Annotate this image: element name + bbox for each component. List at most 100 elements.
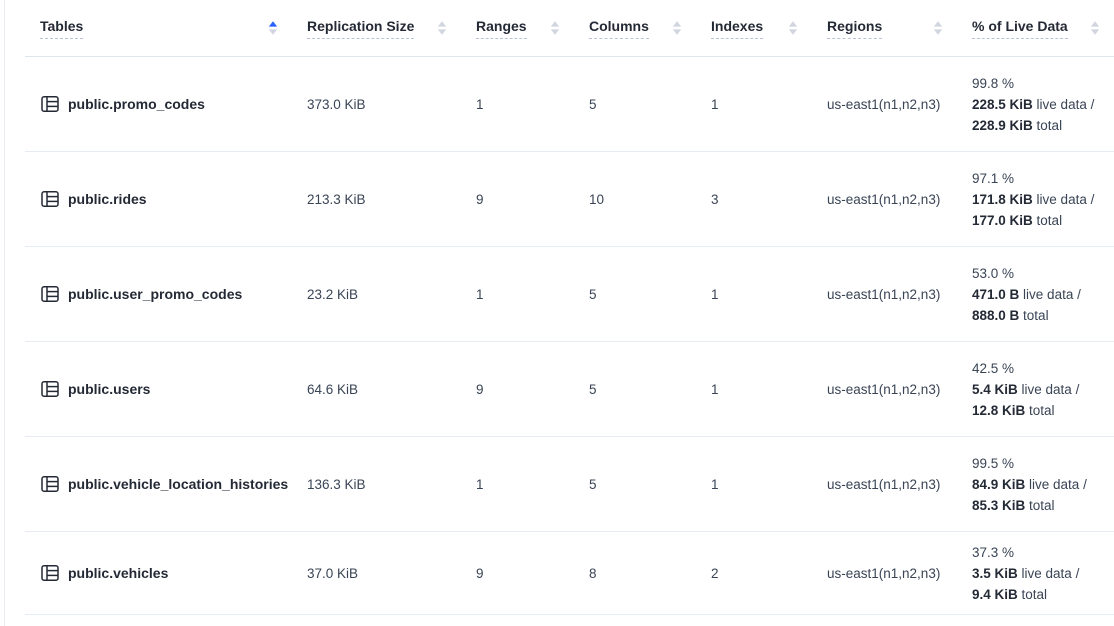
column-header-label: Replication Size [307,18,415,39]
regions-cell: us-east1(n1,n2,n3) [827,191,941,207]
table-row[interactable]: public.vehicle_location_histories 136.3 … [25,437,1114,532]
live-data-size: 84.9 KiB live data / [972,476,1087,492]
live-data-size: 5.4 KiB live data / [972,381,1080,397]
live-data-percent: 53.0 % [972,265,1015,281]
table-name-cell[interactable]: public.promo_codes [25,94,292,114]
column-header-tables[interactable]: Tables [25,0,292,56]
column-header-label: Regions [827,18,883,39]
regions-cell: us-east1(n1,n2,n3) [827,476,941,492]
live-data-percent: 99.5 % [972,455,1015,471]
indexes-cell: 1 [711,96,719,112]
live-data-size: 171.8 KiB live data / [972,191,1095,207]
database-tables-page: Tables Replication Size Ranges Columns [4,0,1114,626]
table-row[interactable]: public.promo_codes 373.0 KiB 1 5 1 us-ea… [25,57,1114,152]
live-data-percent: 37.3 % [972,544,1015,560]
tables-list-table: Tables Replication Size Ranges Columns [25,0,1114,615]
live-data-percent: 97.1 % [972,170,1015,186]
column-header-columns[interactable]: Columns [574,0,696,56]
columns-cell: 10 [589,191,605,207]
regions-cell: us-east1(n1,n2,n3) [827,381,941,397]
table-name-link[interactable]: public.vehicles [68,565,169,581]
live-data-cell: 53.0 % 471.0 B live data / 888.0 B total [957,263,1114,326]
sort-arrows-icon[interactable] [437,20,447,36]
table-name-link[interactable]: public.user_promo_codes [68,286,243,302]
ranges-cell: 1 [476,286,484,302]
table-name-link[interactable]: public.rides [68,191,147,207]
columns-cell: 5 [589,286,597,302]
live-data-cell: 99.5 % 84.9 KiB live data / 85.3 KiB tot… [957,453,1114,516]
total-data-size: 85.3 KiB total [972,497,1055,513]
indexes-cell: 1 [711,476,719,492]
total-data-size: 9.4 KiB total [972,586,1048,602]
table-icon [40,284,60,304]
column-header-label: Ranges [476,18,527,39]
sort-arrows-icon[interactable] [1090,20,1100,36]
table-icon [40,474,60,494]
ranges-cell: 1 [476,476,484,492]
regions-cell: us-east1(n1,n2,n3) [827,96,941,112]
live-data-percent: 99.8 % [972,75,1015,91]
sort-arrows-icon[interactable] [788,20,798,36]
live-data-cell: 42.5 % 5.4 KiB live data / 12.8 KiB tota… [957,358,1114,421]
table-header-row: Tables Replication Size Ranges Columns [25,0,1114,57]
replication-size-cell: 136.3 KiB [307,476,366,492]
columns-cell: 5 [589,381,597,397]
live-data-cell: 97.1 % 171.8 KiB live data / 177.0 KiB t… [957,168,1114,231]
replication-size-cell: 37.0 KiB [307,565,359,581]
ranges-cell: 1 [476,96,484,112]
table-icon [40,563,60,583]
table-name-link[interactable]: public.promo_codes [68,96,205,112]
sort-arrows-icon[interactable] [268,20,278,36]
replication-size-cell: 213.3 KiB [307,191,366,207]
table-body: public.promo_codes 373.0 KiB 1 5 1 us-ea… [25,57,1114,615]
indexes-cell: 3 [711,191,719,207]
table-row[interactable]: public.user_promo_codes 23.2 KiB 1 5 1 u… [25,247,1114,342]
table-name-link[interactable]: public.users [68,381,151,397]
table-icon [40,94,60,114]
table-icon [40,379,60,399]
live-data-size: 471.0 B live data / [972,286,1081,302]
table-row[interactable]: public.users 64.6 KiB 9 5 1 us-east1(n1,… [25,342,1114,437]
table-name-link[interactable]: public.vehicle_location_histories [68,476,289,492]
indexes-cell: 2 [711,565,719,581]
column-header-label: % of Live Data [972,18,1068,39]
regions-cell: us-east1(n1,n2,n3) [827,565,941,581]
total-data-size: 177.0 KiB total [972,212,1063,228]
column-header-label: Tables [40,18,84,39]
table-name-cell[interactable]: public.rides [25,189,292,209]
column-header-regions[interactable]: Regions [812,0,957,56]
table-name-cell[interactable]: public.users [25,379,292,399]
live-data-percent: 42.5 % [972,360,1015,376]
table-name-cell[interactable]: public.vehicles [25,563,292,583]
sort-arrows-icon[interactable] [672,20,682,36]
sort-arrows-icon[interactable] [933,20,943,36]
replication-size-cell: 23.2 KiB [307,286,359,302]
total-data-size: 12.8 KiB total [972,402,1055,418]
total-data-size: 228.9 KiB total [972,117,1063,133]
live-data-cell: 99.8 % 228.5 KiB live data / 228.9 KiB t… [957,73,1114,136]
column-header-live-data[interactable]: % of Live Data [957,0,1114,56]
table-row[interactable]: public.vehicles 37.0 KiB 9 8 2 us-east1(… [25,532,1114,615]
table-row[interactable]: public.rides 213.3 KiB 9 10 3 us-east1(n… [25,152,1114,247]
replication-size-cell: 373.0 KiB [307,96,366,112]
column-header-ranges[interactable]: Ranges [461,0,574,56]
columns-cell: 8 [589,565,597,581]
columns-cell: 5 [589,476,597,492]
replication-size-cell: 64.6 KiB [307,381,359,397]
column-header-replication-size[interactable]: Replication Size [292,0,461,56]
live-data-size: 3.5 KiB live data / [972,565,1080,581]
column-header-indexes[interactable]: Indexes [696,0,812,56]
column-header-label: Indexes [711,18,764,39]
ranges-cell: 9 [476,381,484,397]
table-name-cell[interactable]: public.vehicle_location_histories [25,474,292,494]
indexes-cell: 1 [711,286,719,302]
live-data-cell: 37.3 % 3.5 KiB live data / 9.4 KiB total [957,542,1114,605]
ranges-cell: 9 [476,191,484,207]
sort-arrows-icon[interactable] [550,20,560,36]
ranges-cell: 9 [476,565,484,581]
table-icon [40,189,60,209]
total-data-size: 888.0 B total [972,307,1049,323]
regions-cell: us-east1(n1,n2,n3) [827,286,941,302]
table-name-cell[interactable]: public.user_promo_codes [25,284,292,304]
live-data-size: 228.5 KiB live data / [972,96,1095,112]
